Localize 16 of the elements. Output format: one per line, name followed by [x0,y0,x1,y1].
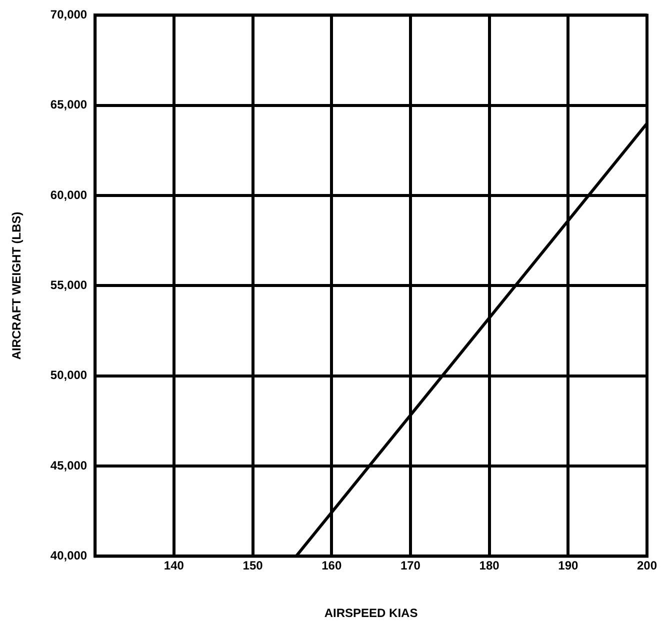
x-tick-label: 200 [636,558,658,573]
x-tick-label: 180 [479,558,500,573]
x-tick-label: 150 [242,558,264,573]
y-tick-label: 60,000 [50,188,88,202]
x-tick-label: 140 [164,558,184,573]
y-tick-label: 55,000 [50,278,88,292]
x-axis-title: AIRSPEED KIAS [324,606,418,620]
y-tick-label: 45,000 [50,458,88,472]
y-axis-title: AIRCRAFT WEIGHT (LBS) [10,212,24,360]
x-tick-label: 190 [558,558,578,573]
y-tick-label: 65,000 [50,98,88,112]
y-tick-label: 40,000 [50,548,88,563]
x-tick-label: 160 [322,558,342,573]
y-tick-label: 70,000 [50,8,88,22]
y-tick-label: 50,000 [50,368,88,382]
x-tick-label: 170 [400,558,421,573]
